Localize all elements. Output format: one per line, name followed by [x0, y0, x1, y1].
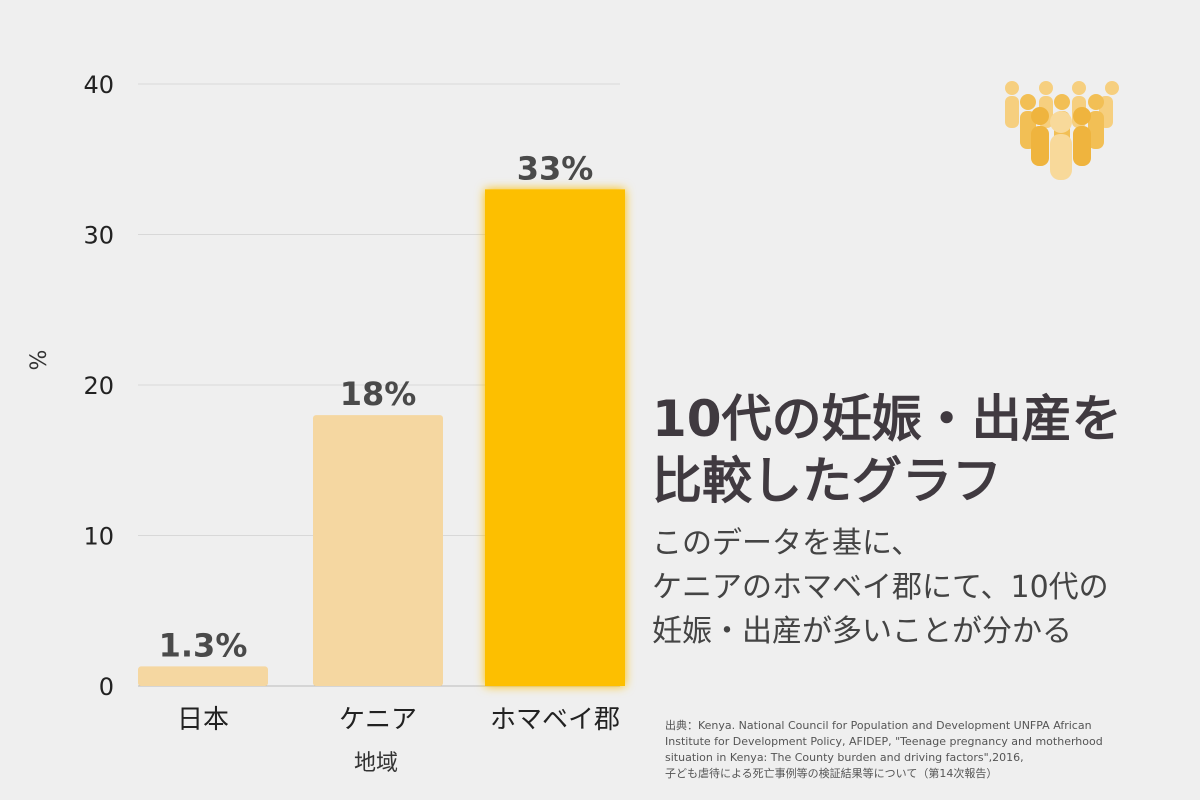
y-tick-label: 30	[83, 222, 114, 250]
chart-title: 10代の妊娠・出産を 比較したグラフ	[652, 390, 1122, 510]
x-axis-label: 地域	[354, 751, 398, 776]
data-label: 33%	[517, 149, 594, 187]
data-label: 18%	[340, 375, 417, 413]
bar	[138, 666, 268, 686]
y-tick-label: 10	[83, 523, 114, 551]
chart-subtitle: このデータを基に、 ケニアのホマベイ郡にて、10代の 妊娠・出産が多いことが分か…	[652, 526, 1109, 649]
x-tick-label: 日本	[177, 705, 229, 735]
x-tick-label: ホマベイ郡	[490, 705, 620, 735]
data-label: 1.3%	[159, 626, 248, 664]
x-tick-label: ケニア	[339, 705, 417, 735]
y-tick-label: 40	[83, 71, 114, 99]
y-tick-label: 20	[83, 372, 114, 400]
source-citation: 出典：Kenya. National Council for Populatio…	[665, 719, 1103, 780]
y-tick-label: 0	[99, 673, 114, 701]
bar	[485, 189, 625, 686]
y-axis-label: %	[27, 350, 52, 371]
bar	[313, 415, 443, 686]
people-group-icon	[995, 72, 1120, 186]
